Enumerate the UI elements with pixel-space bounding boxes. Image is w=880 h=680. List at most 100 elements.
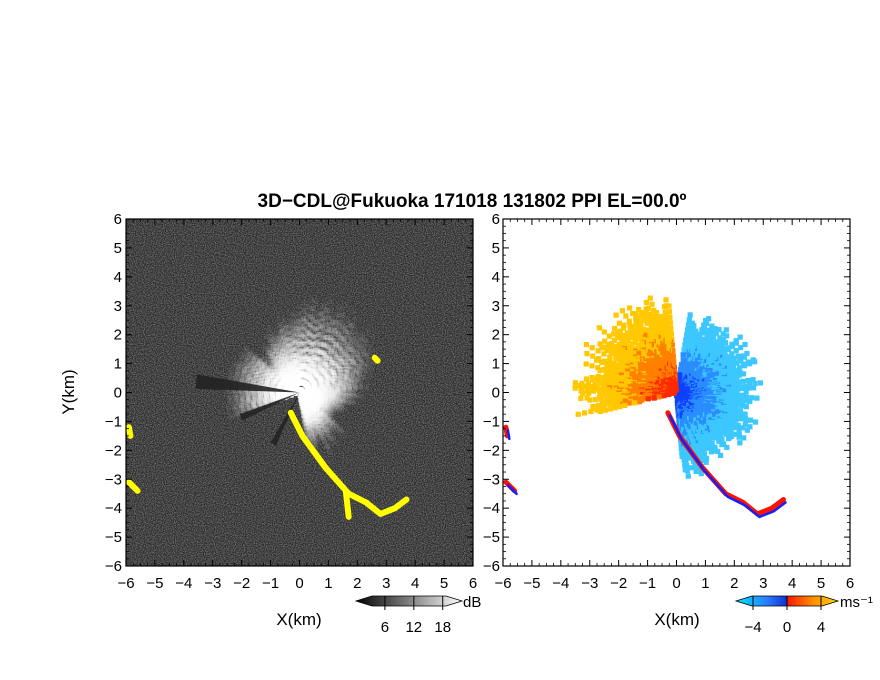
reflectivity-echo-cell bbox=[265, 359, 271, 365]
reflectivity-echo-cell bbox=[363, 338, 369, 344]
reflectivity-echo-cell bbox=[257, 396, 263, 402]
velocity-negative-cell bbox=[732, 398, 738, 404]
reflectivity-echo-cell bbox=[302, 372, 308, 378]
reflectivity-echo-cell bbox=[315, 416, 321, 422]
reflectivity-echo-cell bbox=[309, 417, 315, 423]
reflectivity-echo-cell bbox=[320, 407, 326, 413]
reflectivity-echo-cell bbox=[333, 425, 339, 431]
reflectivity-echo-cell bbox=[297, 352, 303, 358]
reflectivity-echo-cell bbox=[302, 354, 308, 360]
reflectivity-echo-cell bbox=[313, 415, 319, 421]
reflectivity-echo-cell bbox=[323, 364, 329, 370]
reflectivity-echo-cell bbox=[312, 431, 318, 437]
reflectivity-echo-cell bbox=[321, 392, 327, 398]
reflectivity-echo-cell bbox=[267, 393, 273, 399]
reflectivity-echo-cell bbox=[311, 415, 317, 421]
reflectivity-echo-cell bbox=[313, 438, 319, 444]
reflectivity-echo-cell bbox=[324, 322, 330, 328]
reflectivity-echo-cell bbox=[299, 339, 305, 345]
velocity-negative-cell bbox=[731, 355, 737, 362]
reflectivity-echo-cell bbox=[325, 398, 331, 404]
velocity-negative-cell bbox=[740, 425, 746, 431]
reflectivity-echo-cell bbox=[349, 372, 355, 378]
reflectivity-echo-cell bbox=[332, 346, 338, 352]
reflectivity-echo-cell bbox=[315, 326, 321, 332]
reflectivity-echo-cell bbox=[303, 420, 309, 426]
reflectivity-echo-cell bbox=[305, 405, 311, 411]
reflectivity-echo-cell bbox=[343, 379, 349, 385]
reflectivity-echo-cell bbox=[285, 379, 291, 385]
reflectivity-echo-cell bbox=[326, 389, 332, 395]
reflectivity-echo-cell bbox=[325, 377, 331, 383]
velocity-negative-cell bbox=[734, 376, 740, 382]
reflectivity-echo-cell bbox=[325, 334, 331, 340]
reflectivity-echo-cell bbox=[293, 346, 299, 352]
velocity-negative-cell bbox=[692, 444, 698, 450]
reflectivity-echo-cell bbox=[278, 364, 284, 370]
reflectivity-echo-cell bbox=[249, 369, 255, 375]
reflectivity-echo-cell bbox=[298, 334, 304, 340]
reflectivity-echo-cell bbox=[311, 401, 317, 407]
reflectivity-echo-cell bbox=[313, 393, 319, 399]
reflectivity-echo-cell bbox=[330, 423, 336, 429]
reflectivity-echo-cell bbox=[308, 419, 314, 425]
reflectivity-echo-cell bbox=[357, 343, 363, 349]
velocity-negative-cell bbox=[722, 339, 729, 346]
reflectivity-echo-cell bbox=[288, 367, 294, 373]
reflectivity-echo-cell bbox=[332, 327, 338, 333]
velocity-negative-cell bbox=[684, 462, 690, 468]
reflectivity-echo-cell bbox=[315, 419, 321, 425]
reflectivity-echo-cell bbox=[343, 351, 349, 357]
reflectivity-echo-cell bbox=[305, 423, 311, 429]
reflectivity-echo-cell bbox=[227, 389, 233, 395]
reflectivity-echo-cell bbox=[319, 404, 325, 410]
reflectivity-echo-cell bbox=[308, 339, 314, 345]
reflectivity-echo-cell bbox=[311, 431, 317, 437]
reflectivity-echo-cell bbox=[301, 409, 307, 415]
reflectivity-echo-cell bbox=[358, 360, 364, 366]
reflectivity-echo-cell bbox=[275, 375, 281, 381]
reflectivity-echo-cell bbox=[294, 360, 300, 366]
reflectivity-echo-cell bbox=[347, 337, 353, 343]
reflectivity-echo-cell bbox=[324, 407, 330, 413]
reflectivity-echo-cell bbox=[256, 378, 262, 384]
reflectivity-echo-cell bbox=[314, 408, 320, 414]
reflectivity-echo-cell bbox=[327, 376, 333, 382]
velocity-negative-cell bbox=[717, 335, 723, 341]
reflectivity-echo-cell bbox=[322, 414, 328, 420]
reflectivity-echo-cell bbox=[286, 376, 292, 382]
reflectivity-echo-cell bbox=[283, 363, 289, 369]
reflectivity-echo-cell bbox=[336, 399, 342, 405]
reflectivity-echo-cell bbox=[339, 388, 345, 394]
reflectivity-echo-cell bbox=[318, 361, 324, 367]
reflectivity-echo-cell bbox=[251, 394, 257, 400]
reflectivity-echo-cell bbox=[359, 337, 365, 343]
reflectivity-echo-cell bbox=[273, 352, 279, 358]
reflectivity-ytick-label: 2 bbox=[114, 327, 122, 344]
reflectivity-echo-cell bbox=[328, 335, 334, 341]
velocity-negative-cell bbox=[730, 369, 736, 375]
reflectivity-echo-cell bbox=[341, 377, 347, 383]
reflectivity-echo-cell bbox=[267, 353, 273, 359]
reflectivity-echo-cell bbox=[313, 402, 319, 408]
reflectivity-echo-cell bbox=[344, 363, 350, 369]
reflectivity-echo-cell bbox=[322, 396, 328, 402]
reflectivity-echo-cell bbox=[314, 394, 320, 400]
reflectivity-echo-cell bbox=[355, 374, 361, 380]
reflectivity-echo-cell bbox=[269, 396, 275, 402]
reflectivity-echo-cell bbox=[287, 335, 293, 341]
reflectivity-echo-cell bbox=[267, 370, 273, 376]
reflectivity-echo-cell bbox=[319, 379, 325, 385]
reflectivity-echo-cell bbox=[315, 390, 321, 396]
reflectivity-echo-cell bbox=[318, 435, 324, 441]
reflectivity-echo-cell bbox=[355, 363, 361, 369]
reflectivity-echo-cell bbox=[310, 413, 316, 419]
reflectivity-echo-cell bbox=[258, 403, 264, 409]
velocity-negative-cell bbox=[724, 333, 730, 339]
reflectivity-echo-cell bbox=[288, 366, 294, 372]
reflectivity-echo-cell bbox=[237, 408, 243, 414]
reflectivity-echo-cell bbox=[256, 391, 262, 397]
reflectivity-echo-cell bbox=[344, 398, 350, 404]
reflectivity-echo-cell bbox=[331, 350, 337, 356]
reflectivity-echo-cell bbox=[277, 381, 283, 387]
